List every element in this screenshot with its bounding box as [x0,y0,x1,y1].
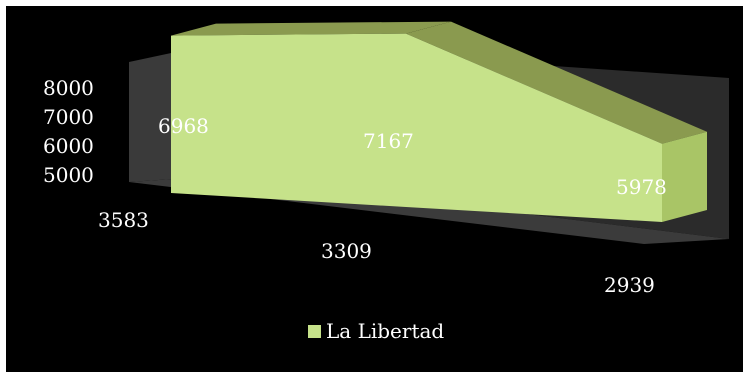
area-chart-3d: 5000 6000 7000 8000 3583 3309 2939 6968 7167 59… [43,21,729,343]
x-tick-label: 3583 [98,208,149,232]
legend-label: La Libertad [326,319,444,343]
legend: La Libertad [308,319,444,343]
legend-swatch [308,325,321,338]
y-tick-label: 5000 [43,163,94,187]
y-axis-ticks: 5000 6000 7000 8000 [43,76,94,187]
area-front-face [171,33,662,222]
data-label: 6968 [158,114,209,138]
data-label: 7167 [363,129,414,153]
x-tick-label: 2939 [604,273,655,297]
data-labels: 6968 7167 5978 [158,114,667,199]
area-series [171,21,707,222]
area-end-face [662,131,707,222]
y-tick-label: 6000 [43,134,94,158]
area-top-segment [171,21,451,36]
area-top-segment [406,21,707,144]
data-label: 5978 [616,175,667,199]
chart-frame: 5000 6000 7000 8000 3583 3309 2939 6968 7167 59… [6,6,743,372]
y-tick-label: 7000 [43,105,94,129]
x-tick-label: 3309 [321,239,372,263]
x-axis-ticks: 3583 3309 2939 [98,208,655,297]
y-tick-label: 8000 [43,76,94,100]
